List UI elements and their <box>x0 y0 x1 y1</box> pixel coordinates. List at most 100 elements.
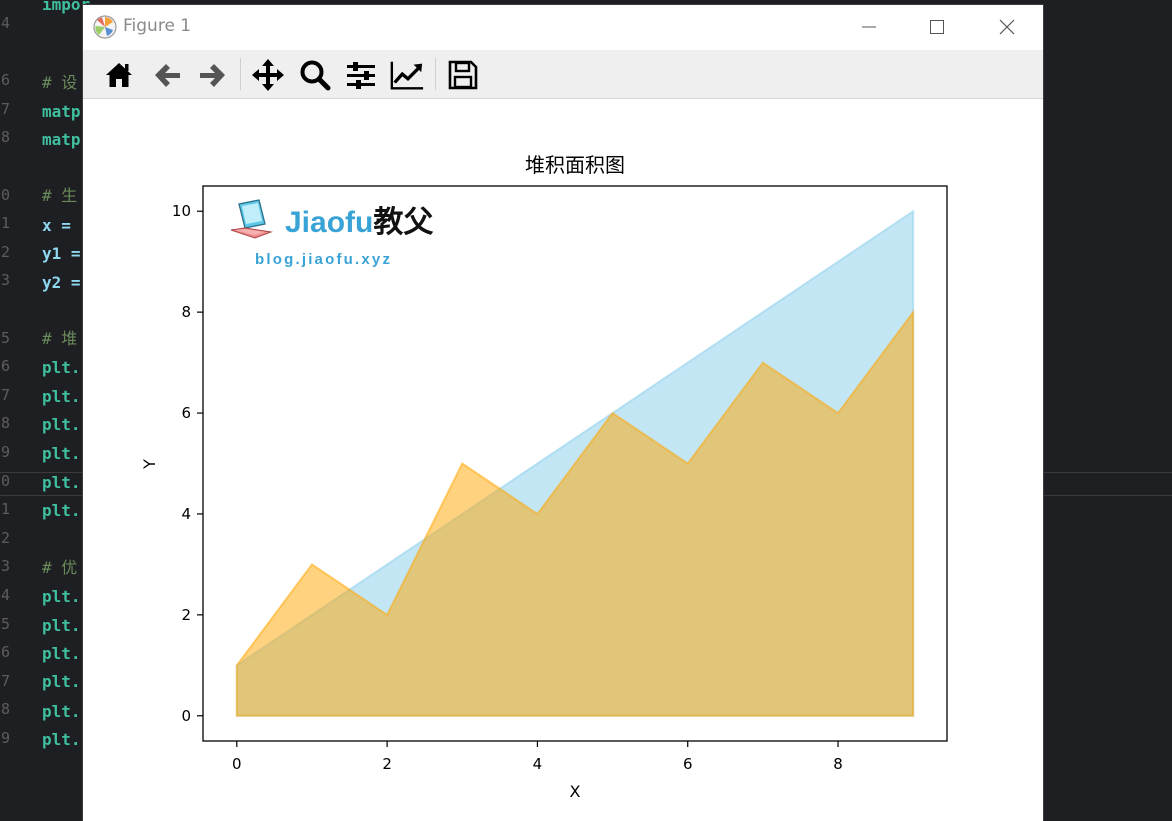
watermark-url: blog.jiaofu.xyz <box>255 251 392 268</box>
watermark: Jiaofu教父 blog.jiaofu.xyz <box>230 199 433 268</box>
code-line: y2 = <box>42 273 81 292</box>
code-line: plt. <box>42 702 81 721</box>
x-tick-label: 2 <box>382 755 392 773</box>
axes-frame <box>202 185 948 742</box>
line-number: 9 <box>0 729 10 747</box>
code-line: plt. <box>42 387 81 406</box>
maximize-button[interactable] <box>903 5 971 49</box>
code-line: impor <box>42 0 91 14</box>
code-line: plt. <box>42 644 81 663</box>
line-number: 3 <box>0 271 10 290</box>
line-number: 4 <box>0 14 10 32</box>
y-tick-label: 8 <box>181 303 191 321</box>
move-icon <box>252 59 284 91</box>
code-line: # 生 <box>42 186 78 205</box>
code-line: # 优 <box>42 558 78 577</box>
sliders-icon <box>347 62 375 89</box>
toolbar-separator <box>240 58 241 90</box>
line-number: 8 <box>0 128 10 147</box>
code-line: # 堆 <box>42 329 78 348</box>
line-number: 1 <box>0 500 10 519</box>
line-chart-icon <box>390 61 424 90</box>
figure-canvas[interactable]: 堆积面积图 0 2 4 6 8 0 2 4 6 8 10 X Y Jiaofu教父 blog.ji… <box>83 99 1043 821</box>
subplots-button[interactable] <box>343 57 379 93</box>
chart-title: 堆积面积图 <box>525 153 625 177</box>
line-number: 4 <box>0 586 10 604</box>
code-line: plt. <box>42 358 81 377</box>
figure-window: Figure 1 <box>83 5 1043 821</box>
line-number: 2 <box>0 528 10 547</box>
area-series-2 <box>235 309 915 717</box>
y-tick-label: 10 <box>172 202 191 220</box>
line-number: 5 <box>0 614 10 633</box>
y-axis-label: Y <box>140 459 159 470</box>
close-button[interactable] <box>973 5 1041 49</box>
home-icon <box>106 63 132 87</box>
line-number: 6 <box>0 643 10 662</box>
x-tick-label: 8 <box>833 755 843 773</box>
code-line: plt. <box>42 672 81 691</box>
line-number: 0 <box>0 185 10 204</box>
watermark-brand: Jiaofu教父 <box>285 206 433 239</box>
line-number: 8 <box>0 414 10 433</box>
y-tick-label: 2 <box>181 606 191 624</box>
line-number: 7 <box>0 99 10 118</box>
code-line: plt. <box>42 616 81 635</box>
code-line: plt. <box>42 415 81 434</box>
laptop-logo-icon <box>230 199 273 239</box>
line-number: 3 <box>0 557 10 576</box>
line-number: 7 <box>0 385 10 404</box>
y-tick-label: 4 <box>181 505 191 523</box>
minimize-button[interactable] <box>835 5 903 49</box>
edit-axis-button[interactable] <box>389 57 425 93</box>
line-number: 9 <box>0 443 10 461</box>
arrow-right-icon <box>200 64 225 87</box>
forward-button[interactable] <box>195 57 231 93</box>
save-button[interactable] <box>445 57 481 93</box>
y-axis: 0 2 4 6 8 10 <box>172 202 203 725</box>
line-number: 5 <box>0 328 10 347</box>
line-number: 6 <box>0 357 10 376</box>
code-line: # 设 <box>42 73 78 92</box>
chart-svg: 堆积面积图 0 2 4 6 8 0 2 4 6 8 10 X Y Jiaofu教父 blog.ji… <box>140 153 948 801</box>
code-line: matp <box>42 102 81 121</box>
x-axis-label: X <box>570 782 581 801</box>
code-line: matp <box>42 130 81 149</box>
x-tick-label: 4 <box>533 755 543 773</box>
arrow-left-icon <box>155 64 180 87</box>
floppy-disk-icon <box>448 60 478 90</box>
line-number: 7 <box>0 671 10 690</box>
maximize-icon <box>930 20 944 34</box>
x-tick-label: 0 <box>232 755 242 773</box>
y-tick-label: 6 <box>181 404 191 422</box>
code-line: plt. <box>42 473 81 492</box>
back-button[interactable] <box>149 57 185 93</box>
code-line: plt. <box>42 730 81 749</box>
line-number: 6 <box>0 71 10 90</box>
window-title: Figure 1 <box>123 16 192 36</box>
pan-button[interactable] <box>250 57 286 93</box>
line-number: 2 <box>0 242 10 261</box>
matplotlib-icon <box>93 15 117 39</box>
window-titlebar[interactable]: Figure 1 <box>83 5 1043 49</box>
code-line: plt. <box>42 444 81 463</box>
toolbar-separator <box>435 58 436 90</box>
code-line: y1 = <box>42 244 81 263</box>
line-number: 0 <box>0 471 10 490</box>
y-tick-label: 0 <box>181 707 191 725</box>
minimize-icon <box>862 26 876 28</box>
code-line: plt. <box>42 587 81 606</box>
line-number: 1 <box>0 214 10 233</box>
code-line: x = <box>42 216 71 235</box>
home-button[interactable] <box>101 57 137 93</box>
close-icon <box>999 19 1015 35</box>
x-tick-label: 6 <box>683 755 693 773</box>
line-number: 8 <box>0 700 10 719</box>
zoom-button[interactable] <box>297 57 333 93</box>
x-axis: 0 2 4 6 8 <box>232 741 843 773</box>
navigation-toolbar <box>83 50 1043 99</box>
plot-area <box>235 209 915 717</box>
code-line: plt. <box>42 501 81 520</box>
magnifier-icon <box>300 60 331 91</box>
